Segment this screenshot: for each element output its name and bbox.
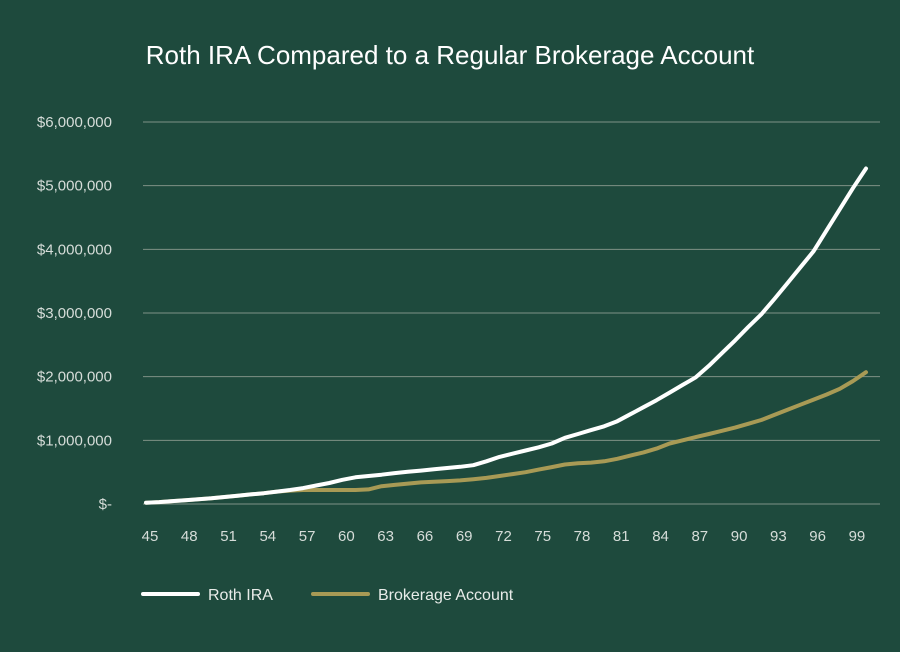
x-tick-label: 69 (456, 528, 473, 545)
x-tick-label: 90 (731, 528, 748, 545)
x-tick-label: 63 (377, 528, 394, 545)
x-tick-label: 81 (613, 528, 630, 545)
y-tick-label: $2,000,000 (37, 369, 112, 386)
x-tick-label: 99 (849, 528, 866, 545)
x-tick-label: 48 (181, 528, 198, 545)
y-tick-label: $5,000,000 (37, 178, 112, 195)
y-tick-label: $1,000,000 (37, 432, 112, 449)
x-tick-label: 84 (652, 528, 669, 545)
x-tick-label: 93 (770, 528, 787, 545)
y-tick-label: $- (99, 496, 112, 513)
x-tick-label: 96 (809, 528, 826, 545)
x-tick-label: 75 (534, 528, 551, 545)
x-tick-label: 87 (691, 528, 708, 545)
y-tick-label: $3,000,000 (37, 305, 112, 322)
x-tick-label: 45 (142, 528, 159, 545)
legend-label: Brokerage Account (378, 587, 514, 604)
y-tick-label: $6,000,000 (37, 114, 112, 131)
legend-label: Roth IRA (208, 587, 273, 604)
x-tick-label: 57 (299, 528, 316, 545)
x-tick-label: 51 (220, 528, 237, 545)
series-line-roth (144, 166, 868, 505)
x-tick-label: 72 (495, 528, 512, 545)
chart-title: Roth IRA Compared to a Regular Brokerage… (145, 40, 755, 70)
x-tick-label: 60 (338, 528, 355, 545)
x-tick-label: 66 (417, 528, 434, 545)
x-tick-label: 78 (574, 528, 591, 545)
series-line-brokerage (144, 370, 868, 505)
y-tick-label: $4,000,000 (37, 241, 112, 258)
x-tick-label: 54 (259, 528, 276, 545)
